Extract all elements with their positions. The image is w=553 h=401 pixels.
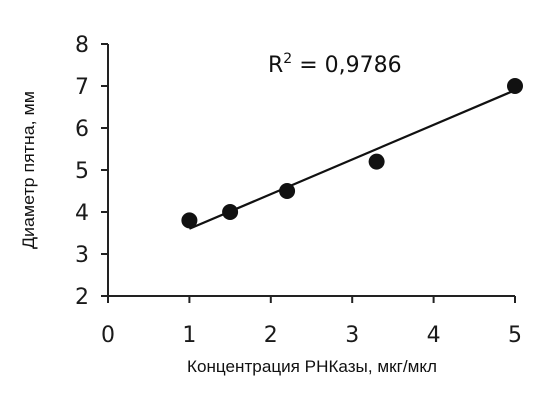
- data-points: [181, 78, 523, 229]
- y-axis-title: Диаметр пятна, мм: [19, 91, 38, 249]
- r-squared-value: = 0,9786: [292, 53, 401, 78]
- r-squared-superscript: 2: [283, 51, 292, 67]
- x-tick-label: 2: [264, 323, 278, 348]
- x-ticks: 0 1 2 3 4 5: [101, 296, 522, 348]
- x-axis-title: Концентрация РНКазы, мкг/мкл: [187, 357, 437, 376]
- x-tick-label: 5: [508, 323, 522, 348]
- x-tick-label: 4: [427, 323, 441, 348]
- data-point: [279, 183, 296, 199]
- data-point: [181, 212, 198, 229]
- y-tick-label: 5: [75, 159, 89, 184]
- y-tick-label: 3: [75, 243, 89, 268]
- x-tick-label: 0: [101, 323, 115, 348]
- r-squared-symbol: R: [268, 53, 283, 78]
- y-tick-label: 6: [75, 117, 89, 142]
- data-point: [222, 204, 239, 220]
- y-tick-label: 7: [75, 75, 89, 100]
- x-tick-label: 3: [345, 323, 359, 348]
- y-tick-label: 2: [75, 285, 89, 310]
- data-point: [368, 153, 385, 170]
- data-point: [507, 78, 523, 94]
- y-tick-label: 4: [75, 201, 89, 226]
- y-tick-label: 8: [75, 33, 89, 58]
- trendline-path: [188, 89, 516, 230]
- x-tick-label: 1: [182, 323, 196, 348]
- r-squared-annotation: R2 = 0,9786: [268, 51, 402, 78]
- axes: [107, 44, 515, 297]
- y-ticks: 2 3 4 5 6 7 8: [75, 33, 108, 310]
- trendline: [188, 89, 516, 230]
